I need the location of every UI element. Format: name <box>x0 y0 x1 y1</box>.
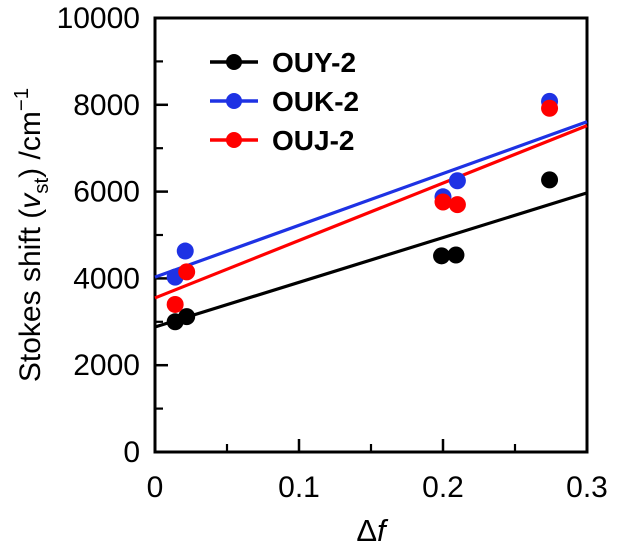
x-tick-label: 0 <box>147 471 164 504</box>
legend-label-OUY-2: OUY-2 <box>272 47 356 78</box>
y-tick-label: 0 <box>123 436 140 469</box>
point-OUK-2 <box>448 172 466 190</box>
legend-label-OUJ-2: OUJ-2 <box>272 125 354 156</box>
point-OUY-2 <box>541 171 559 189</box>
point-OUK-2 <box>176 242 194 260</box>
point-OUY-2 <box>178 308 196 326</box>
fit-line-OUJ-2 <box>154 124 588 300</box>
legend-marker-OUY-2 <box>226 54 242 70</box>
legend-marker-OUK-2 <box>226 93 242 109</box>
fit-line-OUK-2 <box>154 120 588 279</box>
point-OUJ-2 <box>541 99 559 117</box>
x-tick-label: 0.3 <box>566 471 608 504</box>
y-tick-label: 2000 <box>73 349 140 382</box>
point-OUJ-2 <box>434 193 452 211</box>
point-OUY-2 <box>433 247 451 265</box>
point-OUJ-2 <box>178 263 196 281</box>
x-tick-label: 0.2 <box>422 471 464 504</box>
legend-label-OUK-2: OUK-2 <box>272 86 359 117</box>
plot-frame <box>153 16 589 454</box>
y-tick-label: 10000 <box>57 2 140 35</box>
y-axis-label: Stokes shift (vst) /cm−1 <box>11 88 53 382</box>
y-tick-label: 6000 <box>73 176 140 209</box>
fit-line-OUY-2 <box>154 191 588 329</box>
legend-marker-OUJ-2 <box>226 132 242 148</box>
point-OUJ-2 <box>448 196 466 214</box>
y-tick-label: 4000 <box>73 262 140 295</box>
point-OUY-2 <box>447 246 465 264</box>
y-tick-label: 8000 <box>73 89 140 122</box>
point-OUJ-2 <box>166 295 184 313</box>
x-axis-label: Δf <box>356 513 389 548</box>
x-tick-label: 0.1 <box>278 471 320 504</box>
